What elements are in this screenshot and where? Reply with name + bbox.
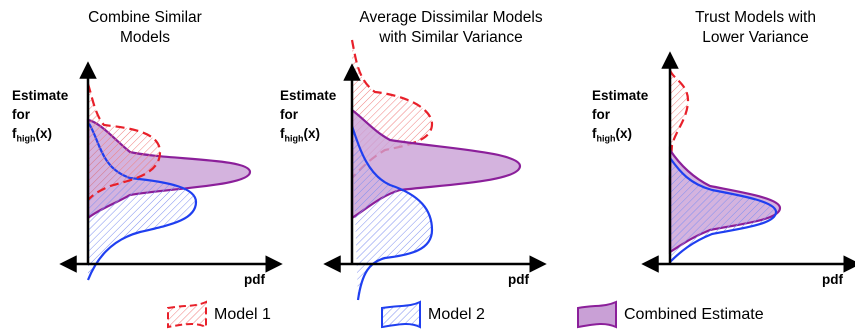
panel-3-xlabel: pdf [822, 272, 843, 287]
panel-3-ylabel: Estimate for fhigh(x) [592, 88, 649, 144]
legend-label-combined: Combined Estimate [624, 306, 764, 323]
panel-2-title: Average Dissimilar Models with Similar V… [359, 9, 543, 46]
legend-label-model-2: Model 2 [428, 306, 485, 323]
panel-average-dissimilar [323, 39, 547, 301]
model-2-curve [669, 157, 778, 263]
legend-swatch-model-2 [381, 300, 421, 329]
panel-1-title: Combine Similar Models [88, 9, 202, 46]
panel-1-xlabel: pdf [244, 272, 265, 287]
model-2-curve [350, 125, 434, 301]
panel-trust-lower-variance [641, 51, 855, 273]
legend-label-model-1: Model 1 [214, 306, 271, 323]
legend-swatch-combined [577, 300, 617, 329]
panel-combine-similar [59, 61, 283, 281]
panel-3-title: Trust Models with Lower Variance [695, 9, 816, 46]
legend [167, 300, 617, 329]
panel-1-ylabel: Estimate for fhigh(x) [12, 88, 69, 144]
legend-swatch-model-1 [167, 300, 207, 329]
panel-2-ylabel: Estimate for fhigh(x) [280, 88, 337, 144]
panel-2-xlabel: pdf [508, 272, 529, 287]
model-1-curve [86, 83, 162, 201]
